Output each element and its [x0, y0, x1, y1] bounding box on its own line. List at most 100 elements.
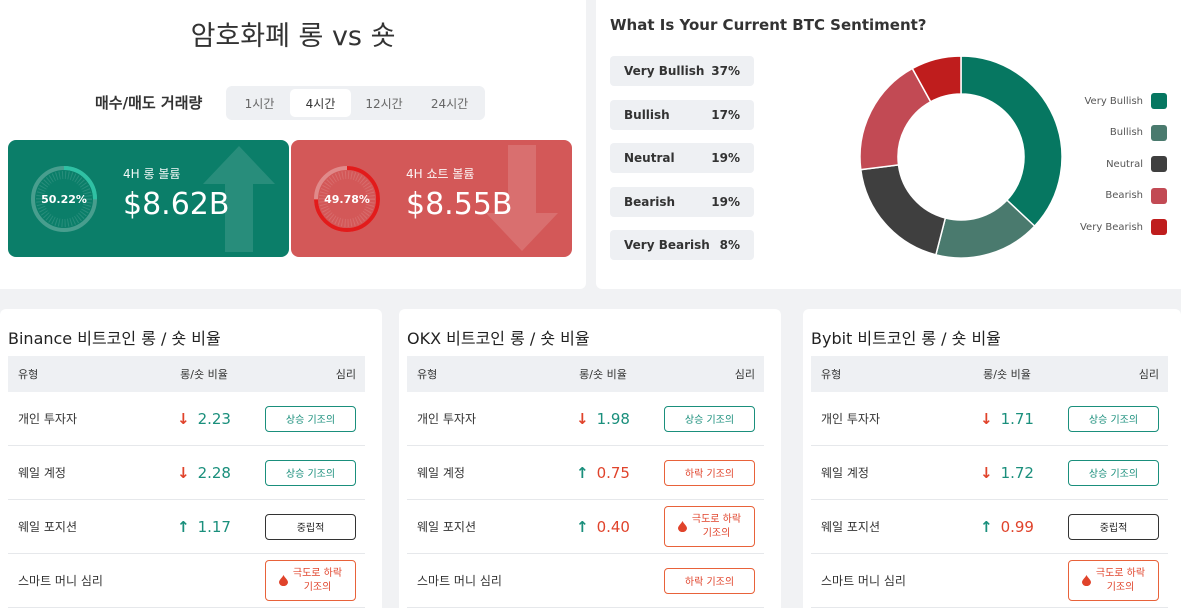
long-progress-ring [31, 166, 97, 232]
flame-icon [1081, 575, 1091, 586]
legend-item[interactable]: Bearish [1080, 187, 1167, 204]
arrow-down-icon: ↓ [177, 409, 190, 428]
ratio-value: 1.98 [596, 409, 630, 428]
row-sentiment: 상승 기조의 [649, 405, 764, 432]
ratio-value: 0.99 [1000, 517, 1034, 536]
legend-item[interactable]: Very Bearish [1080, 219, 1167, 236]
sentiment-label: Bullish [624, 107, 670, 122]
ratio-value: 2.28 [197, 463, 231, 482]
header-type: 유형 [18, 368, 39, 381]
row-ratio: ↑ 0.75 [557, 464, 649, 482]
row-type: 웨일 포지션 [417, 520, 477, 534]
header-ratio: 롱/숏 비율 [983, 368, 1031, 381]
table-header: 유형 롱/숏 비율 심리 [407, 356, 764, 392]
tab-4h[interactable]: 4시간 [290, 89, 351, 117]
ratio-table: 유형 롱/숏 비율 심리 개인 투자자 ↓ 1.71 상승 기조의 웨일 계정 … [811, 356, 1168, 608]
volume-label: 매수/매도 거래량 [95, 94, 203, 112]
sentiment-badge: 중립적 [1068, 513, 1159, 540]
legend-label: Neutral [1106, 158, 1143, 170]
sentiment-row-very-bearish[interactable]: Very Bearish 8% [610, 230, 754, 260]
row-type: 웨일 계정 [821, 466, 869, 480]
ratio-value-group: ↑ 0.99 [980, 518, 1034, 536]
sentiment-card: What Is Your Current BTC Sentiment? Very… [596, 0, 1181, 289]
long-volume-box: 50.22% 4H 롱 볼륨 $8.62B [8, 140, 289, 257]
row-type: 웨일 계정 [18, 466, 66, 480]
ratio-value-group: ↑ 1.17 [177, 518, 231, 536]
sentiment-label: Very Bullish [624, 64, 705, 78]
sentiment-label: Very Bearish [624, 238, 710, 252]
donut-slice-neutral[interactable] [859, 164, 947, 256]
sentiment-pct: 19% [711, 151, 740, 165]
row-ratio: ↓ 1.71 [961, 410, 1053, 428]
row-sentiment: 상승 기조의 [250, 459, 365, 486]
sentiment-pct: 37% [711, 64, 740, 78]
legend-label: Bearish [1105, 190, 1143, 202]
legend-swatch [1151, 124, 1167, 141]
short-volume-value: $8.55B [406, 187, 513, 222]
row-ratio: ↓ 1.98 [557, 410, 649, 428]
legend-swatch [1151, 187, 1167, 204]
legend-item[interactable]: Bullish [1080, 124, 1167, 141]
sentiment-badge: 극도로 하락 기조의 [265, 560, 356, 601]
tab-12h[interactable]: 12시간 [365, 96, 403, 111]
ratio-value: 0.40 [596, 517, 630, 536]
tab-24h[interactable]: 24시간 [430, 96, 469, 111]
row-type: 스마트 머니 심리 [18, 574, 103, 588]
ratio-value-group: ↓ 2.23 [177, 410, 231, 428]
table-row: 웨일 포지션 ↑ 1.17 중립적 [8, 500, 365, 554]
table-row: 웨일 계정 ↓ 2.28 상승 기조의 [8, 446, 365, 500]
row-type: 스마트 머니 심리 [417, 574, 502, 588]
row-ratio: ↑ 0.99 [961, 518, 1053, 536]
sentiment-label: Bearish [624, 194, 676, 209]
sentiment-title: What Is Your Current BTC Sentiment? [610, 16, 927, 34]
sentiment-label: Neutral [624, 151, 675, 165]
header-sentiment: 심리 [734, 368, 755, 381]
timeframe-tabs: 1시간 4시간 12시간 24시간 [226, 86, 485, 120]
row-sentiment: 극도로 하락 기조의 [250, 560, 365, 601]
bybit-ratio-card: Bybit 비트코인 롱 / 숏 비율 유형 롱/숏 비율 심리 개인 투자자 … [803, 309, 1181, 608]
sentiment-row-neutral[interactable]: Neutral 19% [610, 143, 754, 173]
sentiment-badge-text: 극도로 하락 기조의 [691, 513, 742, 539]
sentiment-badge: 상승 기조의 [1068, 459, 1159, 486]
ratio-table: 유형 롱/숏 비율 심리 개인 투자자 ↓ 2.23 상승 기조의 웨일 계정 … [8, 356, 365, 608]
donut-slice-very-bullish[interactable] [960, 55, 1063, 228]
legend-item[interactable]: Neutral [1080, 156, 1167, 173]
donut-slice-very-bearish[interactable] [911, 55, 962, 103]
sentiment-badge-text: 극도로 하락 기조의 [292, 567, 343, 593]
sentiment-badge: 중립적 [265, 513, 356, 540]
arrow-down-icon: ↓ [980, 463, 993, 482]
sentiment-badge: 상승 기조의 [265, 405, 356, 432]
sentiment-badge-text: 극도로 하락 기조의 [1095, 567, 1146, 593]
ratio-value: 0.75 [596, 463, 630, 482]
legend-label: Very Bullish [1084, 95, 1143, 107]
header-type: 유형 [821, 368, 842, 381]
short-pct: 49.78% [324, 192, 370, 206]
row-sentiment: 상승 기조의 [250, 405, 365, 432]
sentiment-badge: 상승 기조의 [1068, 405, 1159, 432]
table-row: 스마트 머니 심리 극도로 하락 기조의 [811, 554, 1168, 608]
row-sentiment: 극도로 하락 기조의 [649, 506, 764, 547]
row-type: 개인 투자자 [821, 412, 881, 426]
tab-1h[interactable]: 1시간 [244, 96, 275, 111]
arrow-up-icon: ↑ [980, 517, 993, 536]
row-ratio: ↓ 2.28 [158, 464, 250, 482]
ratio-value: 1.72 [1000, 463, 1034, 482]
ratio-value-group: ↑ 0.75 [576, 464, 630, 482]
ratio-value-group: ↓ 1.72 [980, 464, 1034, 482]
table-row: 스마트 머니 심리 극도로 하락 기조의 [8, 554, 365, 608]
legend-label: Bullish [1109, 127, 1143, 139]
legend-item[interactable]: Very Bullish [1080, 93, 1167, 109]
legend-swatch [1151, 93, 1167, 109]
arrow-down-icon: ↓ [980, 409, 993, 428]
short-volume-label: 4H 쇼트 볼륨 [406, 167, 475, 181]
sentiment-row-bullish[interactable]: Bullish 17% [610, 99, 754, 130]
sentiment-badge: 하락 기조의 [664, 567, 755, 594]
flame-icon [278, 575, 288, 586]
sentiment-row-bearish[interactable]: Bearish 19% [610, 186, 754, 217]
sentiment-badge: 상승 기조의 [265, 459, 356, 486]
sentiment-row-very-bullish[interactable]: Very Bullish 37% [610, 56, 754, 86]
table-row: 웨일 포지션 ↑ 0.40 극도로 하락 기조의 [407, 500, 764, 554]
long-volume-value: $8.62B [123, 187, 230, 222]
row-sentiment: 상승 기조의 [1053, 459, 1168, 486]
arrow-up-icon: ↑ [177, 517, 190, 536]
